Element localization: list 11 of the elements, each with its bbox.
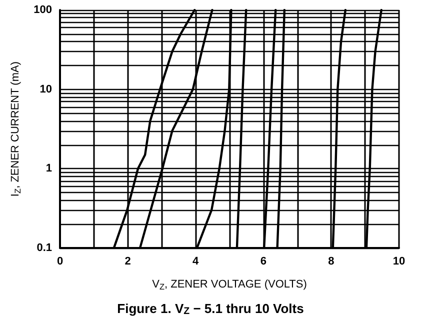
y-tick-label: 10	[40, 83, 52, 96]
x-tick-label: 2	[124, 256, 131, 268]
y-tick-label: 100	[34, 4, 52, 16]
x-tick-label: 0	[56, 256, 64, 268]
x-tick-label: 10	[392, 256, 406, 268]
y-tick-label: 1	[46, 162, 52, 175]
y-axis-title: IZ, ZENER CURRENT (mA)	[10, 61, 22, 197]
x-tick-label: 8	[328, 256, 334, 268]
x-tick-label: 4	[192, 256, 200, 268]
x-tick-label: 6	[260, 256, 266, 268]
y-tick-label: 0.1	[36, 242, 52, 254]
